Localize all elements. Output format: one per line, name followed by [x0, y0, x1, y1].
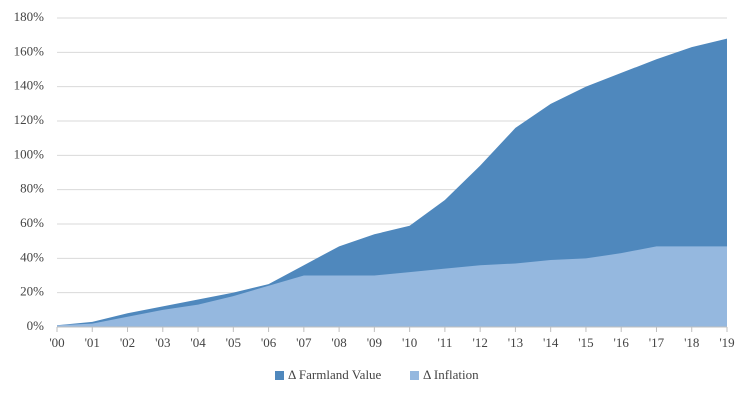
area — [57, 38, 727, 327]
x-tick-label: '19 — [719, 335, 734, 350]
x-tick-label: '08 — [331, 335, 346, 350]
y-tick-label: 100% — [14, 146, 45, 161]
y-tick-label: 60% — [20, 215, 44, 230]
x-tick-label: '14 — [543, 335, 559, 350]
y-tick-label: 20% — [20, 284, 44, 299]
x-tick-label: '13 — [508, 335, 523, 350]
y-tick-label: 80% — [20, 181, 44, 196]
y-tick-label: 120% — [14, 112, 45, 127]
x-tick-label: '09 — [367, 335, 382, 350]
x-tick-label: '07 — [296, 335, 312, 350]
x-tick-label: '11 — [437, 335, 452, 350]
x-tick-label: '04 — [190, 335, 206, 350]
x-tick-label: '16 — [614, 335, 630, 350]
legend-label: Δ Farmland Value — [288, 367, 382, 382]
y-tick-label: 40% — [20, 249, 44, 264]
x-tick-label: '18 — [684, 335, 699, 350]
x-tick-label: '00 — [49, 335, 64, 350]
x-tick-label: '06 — [261, 335, 277, 350]
x-tick-label: '01 — [85, 335, 100, 350]
x-tick-label: '05 — [226, 335, 241, 350]
legend-label: Δ Inflation — [423, 367, 479, 382]
y-tick-label: 0% — [27, 318, 45, 333]
x-tick-label: '17 — [649, 335, 665, 350]
x-tick-label: '03 — [155, 335, 170, 350]
legend-swatch — [275, 371, 284, 380]
area — [57, 246, 727, 327]
x-tick-label: '15 — [578, 335, 593, 350]
y-tick-label: 180% — [14, 9, 45, 24]
legend-swatch — [410, 371, 419, 380]
x-tick-label: '10 — [402, 335, 417, 350]
x-tick-label: '02 — [120, 335, 135, 350]
x-tick-label: '12 — [472, 335, 487, 350]
y-tick-label: 140% — [14, 78, 45, 93]
y-tick-label: 160% — [14, 43, 45, 58]
